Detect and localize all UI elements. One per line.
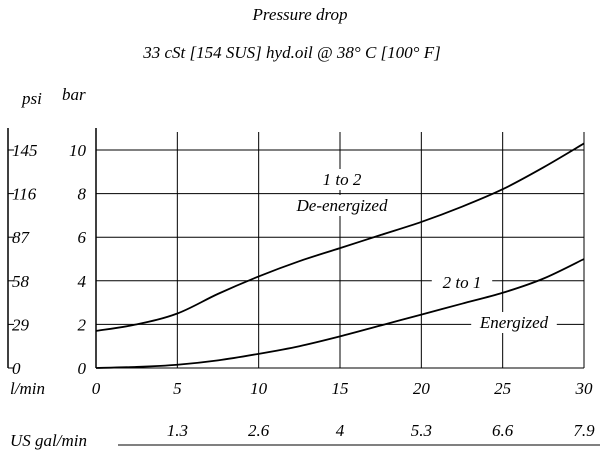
y-tick-label-bar: 4 [78, 272, 87, 291]
series-label-backing [431, 272, 493, 293]
x2-tick-label: 6.6 [492, 421, 514, 440]
x-tick-label: 0 [92, 379, 101, 398]
x-tick-label: 5 [173, 379, 182, 398]
y-unit-bar: bar [62, 85, 86, 104]
y-tick-label-psi: 0 [12, 359, 21, 378]
x2-tick-label: 5.3 [411, 421, 432, 440]
series-label-1-line-1: Energized [479, 313, 549, 332]
x-tick-label: 30 [575, 379, 594, 398]
x-tick-label: 15 [332, 379, 349, 398]
y-tick-label-psi: 145 [12, 141, 38, 160]
series-label-backing [286, 195, 398, 216]
x2-tick-label: 7.9 [573, 421, 595, 440]
x2-tick-label: 2.6 [248, 421, 270, 440]
series-line-0 [95, 142, 585, 332]
grid [7, 128, 600, 446]
series-labels: 1 to 2 De-energized 2 to 1 Energized [286, 169, 557, 333]
series-label-0-line-0: 1 to 2 [323, 170, 362, 189]
x-unit-usgal: US gal/min [10, 431, 87, 450]
y-tick-label-psi: 29 [12, 315, 30, 334]
series-label-backing [311, 169, 373, 190]
y-tick-label-bar: 8 [78, 185, 87, 204]
series-label-1-line-0: 2 to 1 [443, 273, 482, 292]
x2-tick-label: 4 [336, 421, 345, 440]
y-tick-label-psi: 87 [12, 228, 31, 247]
series-line-1 [95, 258, 585, 369]
y-tick-label-bar: 10 [69, 141, 87, 160]
x-tick-label: 10 [250, 379, 268, 398]
series-label-0-line-1: De-energized [296, 196, 388, 215]
series-lines [95, 142, 585, 369]
chart-subtitle: 33 cSt [154 SUS] hyd.oil @ 38° C [100° F… [142, 43, 440, 62]
y-tick-label-bar: 6 [78, 228, 87, 247]
y-unit-psi: psi [21, 89, 42, 108]
y-tick-label-psi: 116 [12, 185, 37, 204]
y-tick-label-bar: 0 [78, 359, 87, 378]
y-tick-label-bar: 2 [78, 315, 87, 334]
x2-tick-label: 1.3 [167, 421, 188, 440]
chart-title: Pressure drop [252, 5, 348, 24]
y-tick-label-psi: 58 [12, 272, 30, 291]
x-tick-label: 25 [494, 379, 511, 398]
x-tick-label: 20 [413, 379, 431, 398]
series-label-backing [471, 312, 557, 333]
x-unit-lmin: l/min [10, 379, 45, 398]
